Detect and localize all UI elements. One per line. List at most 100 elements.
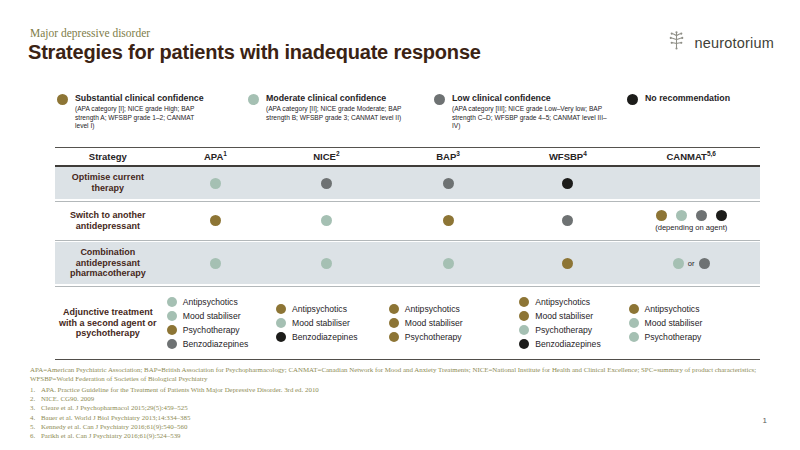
table-cell: AntipsychoticsMood stabiliserPsychothera… [513, 288, 622, 358]
treatment-option-label: Antipsychotics [405, 304, 460, 314]
table-cell [161, 203, 270, 238]
treatment-option: Antipsychotics [389, 304, 460, 314]
treatment-option-label: Psychotherapy [183, 325, 240, 335]
column-header-label: APA [204, 152, 223, 163]
treatment-option: Antipsychotics [519, 297, 590, 307]
reference-number: 2. [30, 394, 41, 403]
none-confidence-dot [562, 178, 573, 189]
table-cell [161, 167, 270, 199]
treatment-option: Mood stabiliser [629, 318, 703, 328]
substantial-confidence-dot [443, 215, 454, 226]
low-confidence-dot [167, 339, 177, 349]
reference-number: 3. [30, 403, 41, 412]
brain-icon [664, 28, 689, 57]
substantial-confidence-dot [389, 304, 399, 314]
moderate-confidence-dot [321, 215, 332, 226]
treatment-option: Psychotherapy [389, 332, 462, 342]
table-cell [383, 167, 513, 199]
legend-label: Moderate clinical confidence [266, 93, 402, 103]
substantial-confidence-dot [629, 304, 639, 314]
reference-text: APA. Practice Guideline for the Treatmen… [41, 385, 319, 394]
substantial-confidence-dot [57, 94, 68, 105]
table-cell [383, 203, 513, 238]
column-header-strategy: Strategy [55, 151, 161, 162]
legend-label: No recommendation [645, 93, 730, 103]
treatment-option-label: Benzodiazepines [183, 339, 248, 349]
reference-text: Cleare et al. J Psychopharmacol 2015;29(… [41, 403, 188, 412]
table-cell: AntipsychoticsMood stabiliserBenzodiazep… [270, 288, 383, 358]
row-separator [55, 284, 760, 288]
reference-number: 1. [30, 385, 41, 394]
treatment-option-label: Psychotherapy [405, 332, 462, 342]
substantial-confidence-dot [389, 318, 399, 328]
low-confidence-dot [696, 210, 707, 221]
logo-text: neurotorium [694, 35, 774, 51]
column-header-label: NICE [313, 152, 336, 163]
table-cell: AntipsychoticsMood stabiliserPsychothera… [383, 288, 513, 358]
table-cell: (depending on agent) [623, 203, 760, 238]
low-confidence-dot [443, 178, 454, 189]
reference-item: 5.Kennedy et al. Can J Psychiatry 2016;6… [30, 422, 775, 431]
moderate-confidence-dot [673, 258, 684, 269]
none-confidence-dot [519, 339, 529, 349]
row-label: Combination antidepressant pharmacothera… [55, 242, 161, 284]
treatment-option-label: Psychotherapy [535, 325, 592, 335]
substantial-confidence-dot [562, 258, 573, 269]
substantial-confidence-dot [519, 311, 529, 321]
column-header-apa: APA1 [161, 150, 270, 162]
reference-item: 2.NICE. CG90. 2009 [30, 394, 775, 403]
treatment-option-label: Mood stabiliser [183, 311, 241, 321]
table-cell [623, 167, 760, 199]
legend-text: Moderate clinical confidence(APA categor… [266, 93, 402, 122]
moderate-confidence-dot [443, 258, 454, 269]
moderate-confidence-dot [210, 178, 221, 189]
page-title: Strategies for patients with inadequate … [28, 41, 481, 64]
slide-category-label: Major depressive disorder [30, 27, 150, 39]
reference-item: 3.Cleare et al. J Psychopharmacol 2015;2… [30, 403, 775, 412]
legend-text: No recommendation [645, 93, 730, 103]
substantial-confidence-dot [519, 297, 529, 307]
column-header-superscript: 2 [336, 150, 340, 157]
table-cell [270, 242, 383, 284]
moderate-confidence-dot [629, 332, 639, 342]
substantial-confidence-dot [210, 215, 221, 226]
moderate-confidence-dot [676, 210, 687, 221]
legend-item-moderate: Moderate clinical confidence(APA categor… [248, 93, 434, 131]
treatment-option-label: Psychotherapy [645, 332, 702, 342]
row-separator [55, 238, 760, 242]
treatment-option-label: Benzodiazepines [535, 339, 600, 349]
column-header-superscript: 5,6 [707, 150, 716, 157]
low-confidence-dot [434, 94, 445, 105]
table-cell [383, 242, 513, 284]
confidence-legend: Substantial clinical confidence(APA cate… [57, 93, 757, 131]
reference-number: 4. [30, 413, 41, 422]
treatment-option-label: Antipsychotics [183, 297, 238, 307]
treatment-option: Mood stabiliser [167, 311, 241, 321]
moderate-confidence-dot [629, 318, 639, 328]
moderate-confidence-dot [167, 311, 177, 321]
table-bottom-rule [55, 359, 760, 360]
table-row: Combination antidepressant pharmacothera… [55, 242, 760, 284]
page-number: 1 [763, 416, 767, 425]
table-row: Switch to another antidepressant(dependi… [55, 203, 760, 238]
strategy-table: StrategyAPA1NICE2BAP3WFSBP4CANMAT5,6 Opt… [55, 147, 760, 360]
moderate-confidence-dot [210, 258, 221, 269]
column-header-wfsbp: WFSBP4 [513, 150, 622, 162]
treatment-option-label: Benzodiazepines [292, 332, 357, 342]
table-row: Optimise current therapy [55, 167, 760, 199]
footnotes: APA=American Psychiatric Association; BA… [30, 365, 775, 440]
reference-text: Parikh et al. Can J Psychiatry 2016;61(9… [41, 431, 181, 440]
column-header-label: BAP [436, 152, 456, 163]
legend-text: Substantial clinical confidence(APA cate… [75, 93, 204, 131]
moderate-confidence-dot [321, 258, 332, 269]
slide: Major depressive disorder Strategies for… [0, 0, 800, 450]
treatment-option-label: Antipsychotics [645, 304, 700, 314]
reference-item: 4.Bauer et al. World J Biol Psychiatry 2… [30, 413, 775, 422]
table-row: Adjunctive treatment with a second agent… [55, 288, 760, 358]
reference-list: 1.APA. Practice Guideline for the Treatm… [30, 385, 775, 440]
treatment-option: Psychotherapy [519, 325, 592, 335]
legend-item-low: Low clinical confidence(APA category [II… [434, 93, 627, 131]
table-cell [270, 167, 383, 199]
abbreviations-note: APA=American Psychiatric Association; BA… [30, 365, 775, 383]
low-confidence-dot [321, 178, 332, 189]
